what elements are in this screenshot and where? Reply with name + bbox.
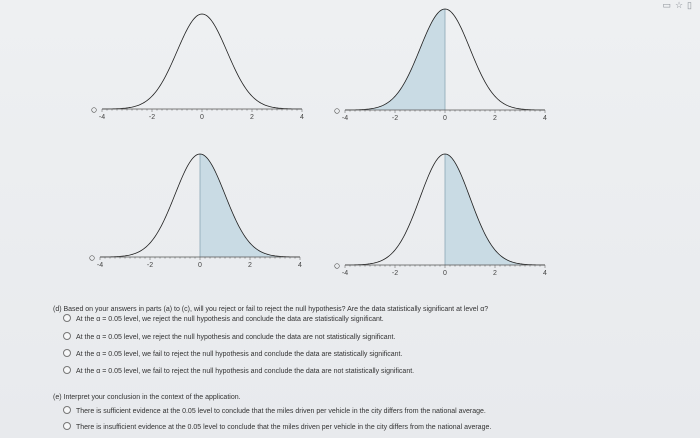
tick-label: 4 <box>300 114 304 121</box>
tick-label: 4 <box>543 115 547 122</box>
option-label: At the α = 0.05 level, we reject the nul… <box>76 334 396 341</box>
radio-button[interactable] <box>63 332 71 340</box>
tick-label: 2 <box>250 114 254 121</box>
option-d-3[interactable]: At the α = 0.05 level, we fail to reject… <box>63 349 402 359</box>
normal-curve-graph-d[interactable]: -4 -2 0 2 4 <box>333 150 553 277</box>
tick-label: -4 <box>99 114 105 121</box>
tick-label: -2 <box>149 114 155 121</box>
tick-label: 0 <box>443 115 447 122</box>
option-label: At the α = 0.05 level, we fail to reject… <box>76 368 415 375</box>
origin-marker <box>334 263 340 269</box>
density-curve <box>344 8 546 111</box>
option-d-2[interactable]: At the α = 0.05 level, we reject the nul… <box>63 332 395 342</box>
radio-button[interactable] <box>63 314 71 322</box>
origin-marker <box>334 108 340 114</box>
tick-label: 2 <box>248 262 252 269</box>
corner-toolbar: ▭☆▯ <box>662 0 696 10</box>
option-e-1[interactable]: There is sufficient evidence at the 0.05… <box>63 406 486 416</box>
radio-button[interactable] <box>63 366 71 374</box>
option-e-2[interactable]: There is insufficient evidence at the 0.… <box>63 422 491 432</box>
tick-label: 2 <box>493 115 497 122</box>
tick-label: -2 <box>392 115 398 122</box>
density-curve <box>344 153 546 266</box>
tick-label: 0 <box>198 262 202 269</box>
panel-icon[interactable]: ▯ <box>687 0 696 10</box>
tick-label: 0 <box>200 114 204 121</box>
tick-label: -4 <box>97 262 103 269</box>
tick-label: 2 <box>493 270 497 277</box>
option-label: At the α = 0.05 level, we reject the nul… <box>76 316 384 323</box>
normal-curve-graph-c[interactable]: -4 -2 0 2 4 <box>88 150 308 275</box>
shaded-region <box>445 154 545 265</box>
density-curve <box>99 153 301 258</box>
option-label: There is sufficient evidence at the 0.05… <box>76 408 486 415</box>
normal-curve-graph-b[interactable]: -4 -2 0 2 4 <box>333 5 553 130</box>
window-icon[interactable]: ▭ <box>662 0 675 10</box>
question-e: (e) Interpret your conclusion in the con… <box>53 394 241 401</box>
tick-label: -4 <box>342 115 348 122</box>
question-d: (d) Based on your answers in parts (a) t… <box>53 306 489 313</box>
tick-label: -2 <box>392 270 398 277</box>
option-d-4[interactable]: At the α = 0.05 level, we fail to reject… <box>63 366 414 376</box>
radio-button[interactable] <box>63 422 71 430</box>
option-label: There is insufficient evidence at the 0.… <box>76 424 492 431</box>
shaded-region <box>345 9 445 110</box>
tick-label: 0 <box>443 270 447 277</box>
radio-button[interactable] <box>63 406 71 414</box>
radio-button[interactable] <box>63 349 71 357</box>
density-curve <box>101 13 303 110</box>
origin-marker <box>91 107 97 113</box>
normal-curve-graph-a: -4 -2 0 2 4 <box>91 13 304 121</box>
tick-label: 4 <box>543 270 547 277</box>
tick-label: 4 <box>298 262 302 269</box>
origin-marker <box>89 255 95 261</box>
option-label: At the α = 0.05 level, we fail to reject… <box>76 351 403 358</box>
star-icon[interactable]: ☆ <box>674 0 688 10</box>
tick-label: -2 <box>147 262 153 269</box>
shaded-region <box>200 154 300 257</box>
tick-label: -4 <box>342 270 348 277</box>
option-d-1[interactable]: At the α = 0.05 level, we reject the nul… <box>63 314 384 324</box>
